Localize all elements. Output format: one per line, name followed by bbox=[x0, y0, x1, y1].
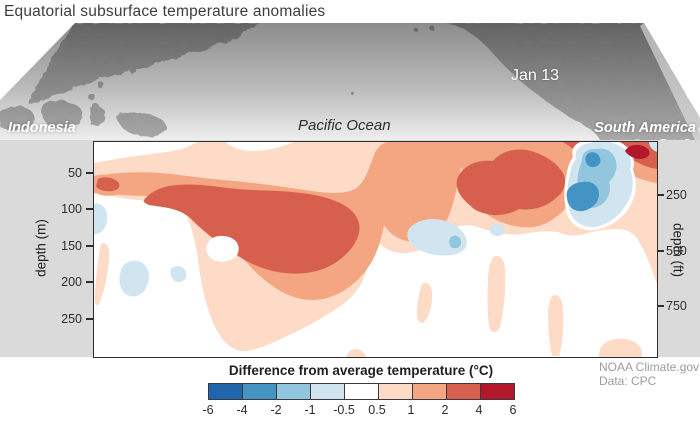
colorbar-cell bbox=[345, 384, 379, 399]
colorbar-tick: 1 bbox=[407, 403, 415, 417]
left-tick-150 bbox=[86, 245, 93, 247]
colorbar-cell bbox=[379, 384, 413, 399]
right-tick-label: 750 bbox=[666, 299, 687, 313]
colorbar-tick-labels: -6 -4 -2 -1 -0.5 0.5 1 2 4 6 bbox=[0, 403, 700, 417]
colorbar-cell bbox=[481, 384, 514, 399]
map-graphic bbox=[0, 23, 700, 140]
left-tick-200 bbox=[86, 281, 93, 283]
right-tick-label: 250 bbox=[666, 188, 687, 202]
colorbar-cell bbox=[277, 384, 311, 399]
left-tick-50 bbox=[86, 172, 93, 174]
map-date-label: Jan 13 bbox=[511, 67, 560, 84]
attribution-source: NOAA Climate.gov bbox=[599, 360, 700, 374]
colorbar-tick: 4 bbox=[475, 403, 483, 417]
colorbar-tick: -4 bbox=[236, 403, 248, 417]
right-tick-250 bbox=[657, 194, 664, 196]
contour-graphic bbox=[94, 142, 657, 357]
left-axis-title: depth (m) bbox=[33, 219, 49, 277]
left-tick-label: 250 bbox=[61, 312, 82, 326]
map-label-south-america: South America bbox=[594, 120, 696, 136]
right-tick-500 bbox=[657, 250, 664, 252]
map-label-indonesia: Indonesia bbox=[8, 120, 76, 136]
left-tick-label: 50 bbox=[68, 166, 82, 180]
right-tick-750 bbox=[657, 305, 664, 307]
left-tick-label: 200 bbox=[61, 275, 82, 289]
colorbar-cell bbox=[209, 384, 243, 399]
map-edge-highlight bbox=[640, 23, 700, 140]
colorbar-tick: -0.5 bbox=[333, 403, 355, 417]
page-title: Equatorial subsurface temperature anomal… bbox=[4, 3, 326, 20]
colorbar-cell bbox=[311, 384, 345, 399]
left-tick-250 bbox=[86, 318, 93, 320]
colorbar-tick: -6 bbox=[202, 403, 214, 417]
left-tick-100 bbox=[86, 208, 93, 210]
right-tick-label: 500 bbox=[666, 244, 687, 258]
colorbar-tick: 2 bbox=[441, 403, 449, 417]
colorbar-tick: 6 bbox=[509, 403, 517, 417]
colorbar-cell bbox=[243, 384, 277, 399]
attribution-data: Data: CPC bbox=[599, 373, 657, 388]
colorbar-cell bbox=[447, 384, 481, 399]
colorbar-tick: -1 bbox=[304, 403, 316, 417]
colorbar bbox=[208, 383, 515, 400]
map-landmasses bbox=[0, 23, 700, 140]
colorbar-tick: 0.5 bbox=[368, 403, 386, 417]
left-tick-label: 100 bbox=[61, 202, 82, 216]
pacific-map: Jan 13 bbox=[0, 23, 700, 140]
colorbar-cell bbox=[413, 384, 447, 399]
left-tick-label: 150 bbox=[61, 239, 82, 253]
map-label-pacific-ocean: Pacific Ocean bbox=[298, 117, 391, 134]
attribution: NOAA Climate.gov Data: CPC bbox=[599, 360, 700, 388]
temperature-anomaly-plot bbox=[93, 141, 658, 358]
colorbar-title: Difference from average temperature (°C) bbox=[228, 363, 494, 378]
colorbar-tick: -2 bbox=[270, 403, 282, 417]
